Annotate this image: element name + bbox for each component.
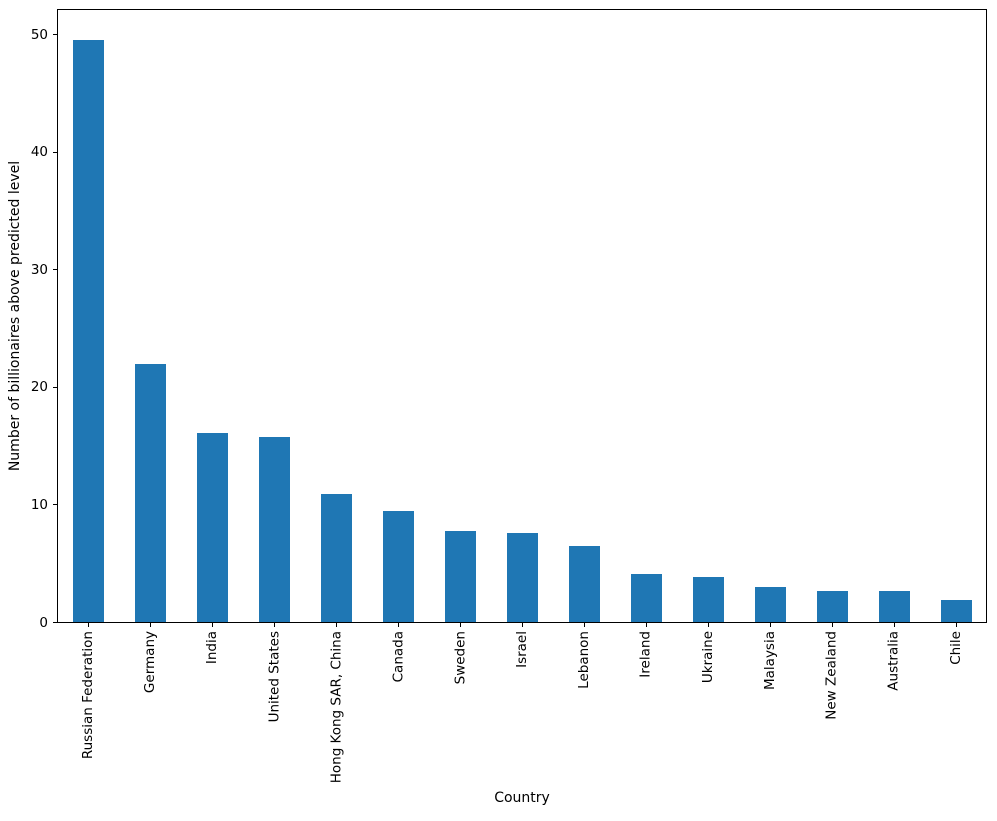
x-tick-mark [397, 623, 399, 627]
x-tick-mark [645, 623, 647, 627]
x-tick-mark [831, 623, 833, 627]
y-axis-label: Number of billionaires above predicted l… [7, 160, 24, 472]
x-tick-mark [893, 623, 895, 627]
x-tick-mark [149, 623, 151, 627]
x-tick-label-hong-kong-sar-china: Hong Kong SAR, China [328, 631, 344, 784]
x-tick-mark [273, 623, 275, 627]
x-tick-label-sweden: Sweden [452, 631, 468, 685]
x-tick-label-malaysia: Malaysia [762, 631, 778, 690]
x-tick-mark [955, 623, 957, 627]
y-axis-label-wrap: Number of billionaires above predicted l… [7, 9, 24, 623]
x-tick-label-russian-federation: Russian Federation [80, 631, 96, 760]
x-tick-label-lebanon: Lebanon [576, 631, 592, 689]
x-tick-mark [335, 623, 337, 627]
x-tick-label-germany: Germany [142, 631, 158, 694]
x-axis-label: Country [494, 790, 550, 806]
x-tick-label-australia: Australia [886, 631, 902, 691]
x-tick-mark [583, 623, 585, 627]
x-tick-label-united-states: United States [266, 631, 282, 723]
x-tick-mark [769, 623, 771, 627]
x-tick-mark [87, 623, 89, 627]
x-tick-mark [211, 623, 213, 627]
x-tick-mark [521, 623, 523, 627]
x-tick-label-ukraine: Ukraine [700, 631, 716, 684]
x-tick-label-canada: Canada [390, 631, 406, 683]
x-tick-mark [459, 623, 461, 627]
x-tick-label-ireland: Ireland [638, 631, 654, 678]
x-tick-mark [707, 623, 709, 627]
x-tick-label-new-zealand: New Zealand [824, 631, 840, 720]
plot-area [57, 9, 987, 623]
x-tick-label-india: India [204, 631, 220, 665]
x-tick-label-israel: Israel [514, 631, 530, 668]
x-tick-label-chile: Chile [948, 631, 964, 665]
